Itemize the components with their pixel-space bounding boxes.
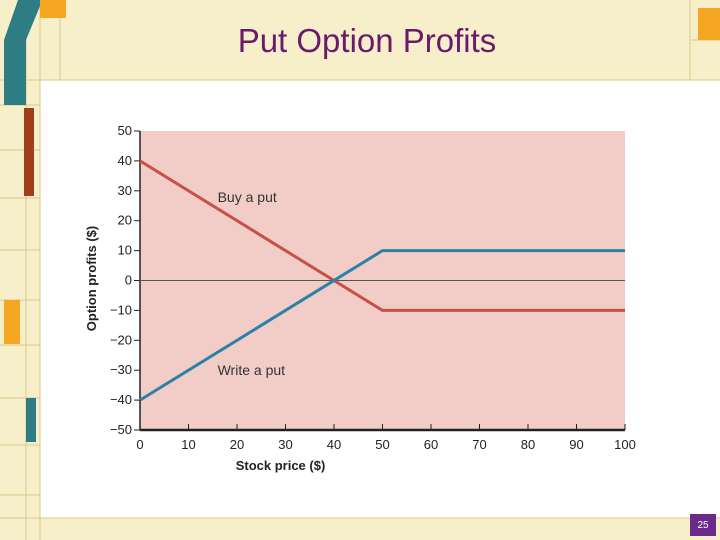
x-tick-label: 0 xyxy=(136,437,143,452)
orange-block-right xyxy=(698,8,720,40)
write-a-put-label: Write a put xyxy=(218,362,286,378)
write-a-put-line xyxy=(139,249,625,402)
y-tick-label: 10 xyxy=(118,243,132,258)
y-tick-label: −10 xyxy=(110,302,132,317)
x-axis-title: Stock price ($) xyxy=(236,458,326,473)
top-band xyxy=(0,0,720,80)
y-tick-label: 50 xyxy=(118,123,132,138)
x-tick-label: 100 xyxy=(614,437,636,452)
x-tick-label: 10 xyxy=(181,437,195,452)
y-axis-title: Option profits ($) xyxy=(84,226,99,331)
y-tick-label: −30 xyxy=(110,362,132,377)
x-tick-label: 60 xyxy=(424,437,438,452)
brown-block-upper xyxy=(24,108,34,196)
y-tick-label: 0 xyxy=(125,273,132,288)
teal-accent xyxy=(4,0,40,105)
y-tick-label: −20 xyxy=(110,332,132,347)
x-tick-label: 80 xyxy=(521,437,535,452)
buy-a-put-line xyxy=(139,159,625,312)
orange-block-left xyxy=(4,300,20,344)
x-tick-label: 30 xyxy=(278,437,292,452)
x-tick-label: 70 xyxy=(472,437,486,452)
slide-title: Put Option Profits xyxy=(237,22,497,59)
page-number: 25 xyxy=(690,514,716,536)
y-tick-label: 30 xyxy=(118,183,132,198)
y-tick-label: 20 xyxy=(118,213,132,228)
x-tick-label: 50 xyxy=(375,437,389,452)
x-tick-label: 20 xyxy=(230,437,244,452)
y-tick-label: 40 xyxy=(118,153,132,168)
buy-a-put-label: Buy a put xyxy=(218,189,277,205)
y-tick-label: −50 xyxy=(110,422,132,437)
orange-block-top xyxy=(40,0,66,18)
y-tick-label: −40 xyxy=(110,392,132,407)
bottom-band xyxy=(0,518,720,540)
teal-block-lower xyxy=(26,398,36,442)
x-tick-label: 90 xyxy=(569,437,583,452)
x-tick-label: 40 xyxy=(327,437,341,452)
